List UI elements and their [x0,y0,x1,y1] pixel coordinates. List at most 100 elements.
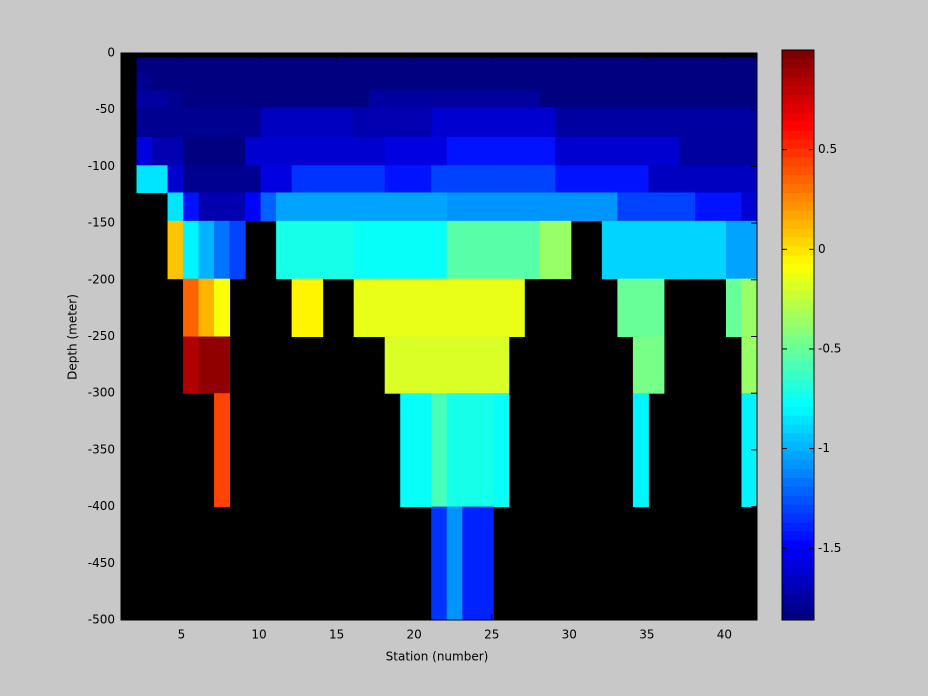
cell [710,73,727,91]
cell [415,107,432,138]
cell [617,73,634,91]
y-tick-label: -250 [88,329,115,343]
cell [415,192,432,222]
colorbar-segment [782,299,814,309]
cell [632,107,649,138]
cell [601,192,618,222]
cell [555,136,572,166]
cell [276,136,293,166]
cell [539,107,556,138]
x-tick-label: 20 [407,628,422,642]
cell [524,165,541,193]
cell [725,192,742,222]
cell [415,278,432,337]
colorbar-segment [782,130,814,140]
colorbar-segment [782,352,814,363]
cell [276,57,293,74]
cell [555,73,572,91]
cell [152,57,169,74]
cell [322,90,339,108]
cell [741,136,758,166]
cell [663,165,680,193]
colorbar-segment [782,513,814,523]
cell [632,90,649,108]
cell [617,220,634,280]
cell [601,90,618,108]
cell [694,136,711,166]
cell [539,192,556,222]
cell [431,165,448,193]
cell [741,192,758,222]
cell [446,73,463,91]
cell [477,73,494,91]
cell [198,336,215,394]
cell [214,192,231,222]
x-tick-label: 10 [251,628,266,642]
cell [384,336,401,394]
cell [462,192,479,222]
cell [524,73,541,91]
colorbar-frame [781,49,815,621]
cell [229,90,246,108]
colorbar-segment [782,50,814,60]
cell [555,165,572,193]
colorbar-segment [782,548,814,559]
cell [229,73,246,91]
cell [198,73,215,91]
cell [245,165,262,193]
cell [679,73,696,91]
colorbar-segment [782,468,814,478]
cell [648,136,665,166]
cell [446,57,463,74]
cell [570,192,587,222]
cell [260,90,277,108]
cell [198,57,215,74]
cell [245,107,262,138]
cell [322,73,339,91]
cell [260,73,277,91]
colorbar-segment [782,566,814,576]
cell [338,73,355,91]
cell [384,165,401,193]
cell [446,90,463,108]
colorbar-segment [782,486,814,496]
colorbar-segment [782,165,814,176]
cell [601,136,618,166]
cell [539,165,556,193]
colorbar-segment [782,210,814,220]
cell [524,90,541,108]
cell [260,57,277,74]
cell [741,220,758,280]
cell [508,192,525,222]
colorbar-segment [782,557,814,568]
cell [322,192,339,222]
cell [586,57,603,74]
cell [415,73,432,91]
x-tick-label: 15 [329,628,344,642]
cell [431,278,448,337]
cell [431,506,448,621]
cell [136,136,153,166]
colorbar-segment [782,156,814,167]
cell [229,192,246,222]
cell [446,278,463,337]
cell [307,57,324,74]
cell [369,192,386,222]
cell [198,192,215,222]
colorbar-segment [782,522,814,532]
cell [725,165,742,193]
colorbar-segment [782,192,814,202]
cell [601,220,618,280]
cell [446,506,463,621]
colorbar-segment [782,602,814,612]
cell [555,90,572,108]
cell [648,107,665,138]
cell [214,278,231,337]
cell [493,393,510,508]
x-tick-label: 35 [639,628,654,642]
cell [400,90,417,108]
cell [291,192,308,222]
cell [369,57,386,74]
cell [493,165,510,193]
cell [214,73,231,91]
